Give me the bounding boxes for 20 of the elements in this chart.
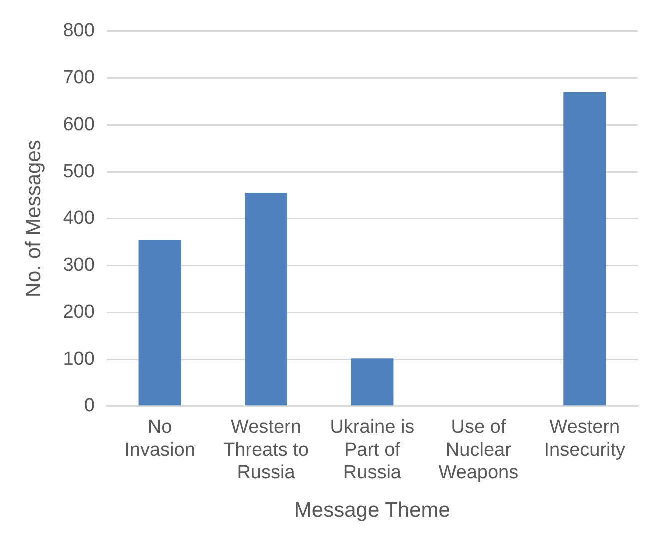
bar	[564, 92, 606, 406]
x-tick-label: Ukraine is Part of Russia	[330, 417, 415, 484]
y-tick-label: 500	[63, 161, 95, 182]
y-tick-label: 0	[84, 396, 95, 417]
x-axis-title: Message Theme	[294, 499, 450, 522]
y-tick-label: 700	[63, 68, 95, 89]
bar	[351, 358, 394, 406]
y-axis-title: No. of Messages	[22, 140, 46, 298]
x-tick-label: No Invasion	[124, 417, 196, 461]
y-tick-label: 600	[63, 114, 95, 136]
bar	[138, 240, 182, 406]
y-tick-label: 100	[63, 348, 95, 370]
y-tick-label: 400	[63, 208, 95, 230]
y-tick-label: 200	[63, 302, 95, 323]
x-tick-label: Use of Nuclear Weapons	[438, 417, 519, 484]
x-tick-label: Western Insecurity	[544, 417, 626, 461]
y-tick-label: 300	[63, 255, 95, 276]
y-tick-label: 800	[63, 20, 95, 42]
bar	[244, 193, 288, 406]
x-tick-label: Western Threats to Russia	[223, 417, 310, 484]
